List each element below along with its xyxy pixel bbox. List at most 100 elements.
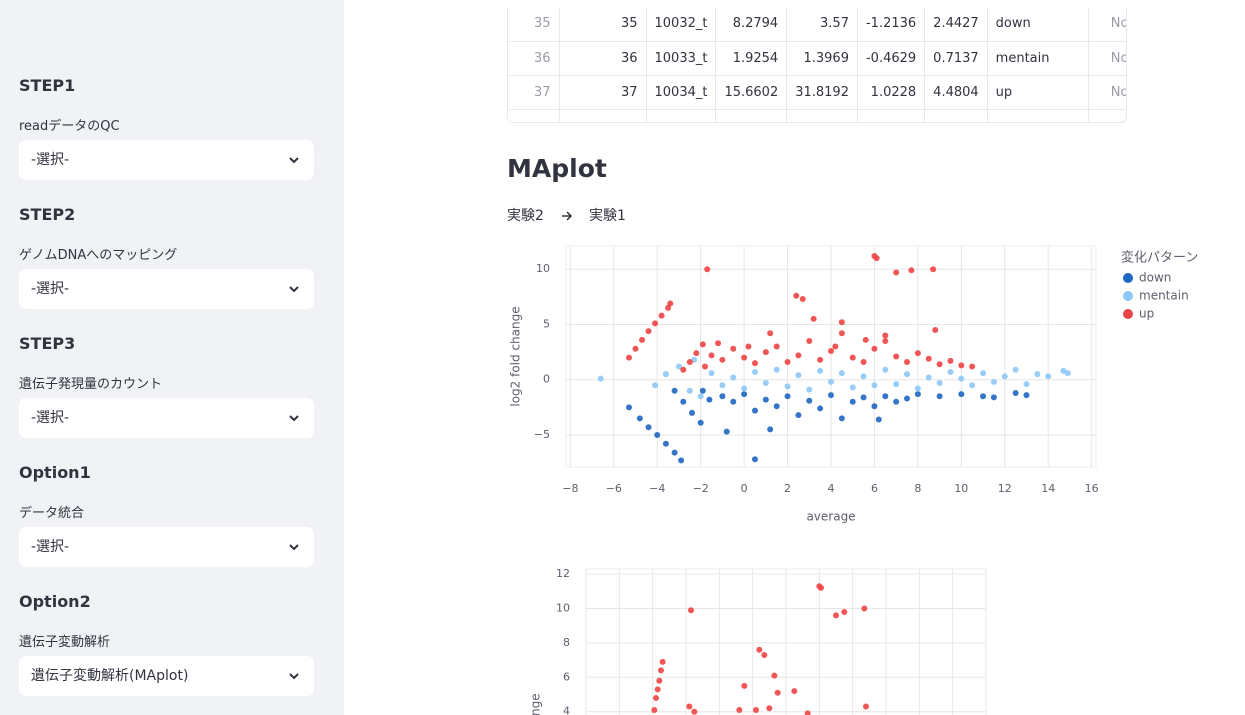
section-heading: STEP1 [19,76,76,95]
x-tick-label: −2 [693,482,709,495]
point [875,416,882,423]
x-tick-label: 16 [1085,482,1099,495]
point [1001,373,1008,380]
point [680,366,687,373]
section-heading: Option1 [19,463,91,482]
select-box[interactable]: -選択- [19,527,314,567]
point [871,345,878,352]
point [914,350,921,357]
point [817,356,824,363]
point [715,340,722,347]
point [667,300,674,307]
select-box[interactable]: 遺伝子変動解析(MAplot) [19,656,314,696]
point [882,366,889,373]
point [675,363,682,370]
point [936,393,943,400]
select-value: -選択- [31,410,70,426]
table-row [508,109,1126,122]
chevron [289,415,299,422]
point [908,267,915,274]
table-cell: 3.57 [786,7,858,42]
point [625,404,632,411]
select-box[interactable]: -選択- [19,140,314,180]
point [1012,389,1019,396]
point [925,355,932,362]
select-value: -選択- [31,281,70,297]
point [597,375,604,382]
point [741,354,748,361]
select-box[interactable]: -選択- [19,398,314,438]
table-cell: 35 [508,7,560,42]
point [795,372,802,379]
point [719,356,726,363]
point [860,373,867,380]
point [936,361,943,368]
point [849,398,856,405]
point [904,371,911,378]
point [990,394,997,401]
point [833,612,839,619]
point [662,371,669,378]
arrow-icon [562,211,573,221]
point [893,398,900,405]
x-tick-label: 0 [741,482,748,495]
point [766,705,773,712]
point [861,605,868,612]
section-heading: STEP3 [19,334,76,353]
point [795,352,802,359]
select-value: -選択- [31,539,70,555]
point [636,415,643,422]
y-axis-title: log2 fold change [509,306,523,406]
table-cell: 37 [508,75,560,110]
table-cell: None [1088,75,1126,110]
point [947,357,954,364]
table-cell: 31.8192 [786,75,858,110]
select-box[interactable]: -選択- [19,269,314,309]
table-cell [508,109,560,122]
legend-swatch [1123,291,1133,301]
comparison-from: 実験2 [507,208,544,224]
point [784,359,791,366]
y-tick-label: 10 [556,602,570,615]
point [893,381,900,388]
table-cell: 8.2794 [715,7,788,42]
point [904,359,911,366]
point [762,396,769,403]
point [741,682,748,689]
table-cell: None [1088,41,1126,76]
point [932,326,939,333]
point [706,396,713,403]
data-table: 35 35 10032_t 8.2794 3.57 -1.2136 2.4427 down No… [507,7,1127,123]
point [947,368,954,375]
point [671,449,678,456]
x-axis-title: average [806,510,855,524]
table-cell: 1.9254 [715,41,788,76]
point [882,393,889,400]
point [704,266,711,273]
table-cell: 15.6602 [715,75,788,110]
table-cell: 36 [508,41,560,76]
point [871,382,878,389]
point [793,292,800,299]
point [893,353,900,360]
legend-title: 変化パターン [1121,250,1198,266]
point [654,431,661,438]
point [882,332,889,339]
chevron [289,286,299,293]
point [1064,370,1071,377]
point [688,409,695,416]
point [914,385,921,392]
y-tick-label: 5 [543,317,550,330]
point [849,354,856,361]
table-cell [786,109,858,122]
y-axis-title: log2 fold change [529,693,543,715]
x-tick-label: 12 [998,482,1012,495]
point [751,368,758,375]
table-cell: 37 [559,75,647,110]
point [751,360,758,367]
point [773,343,780,350]
x-tick-label: 6 [871,482,878,495]
table-cell: 1.0228 [857,75,926,110]
legend-label: mentain [1139,289,1189,303]
legend-swatch [1123,309,1133,319]
